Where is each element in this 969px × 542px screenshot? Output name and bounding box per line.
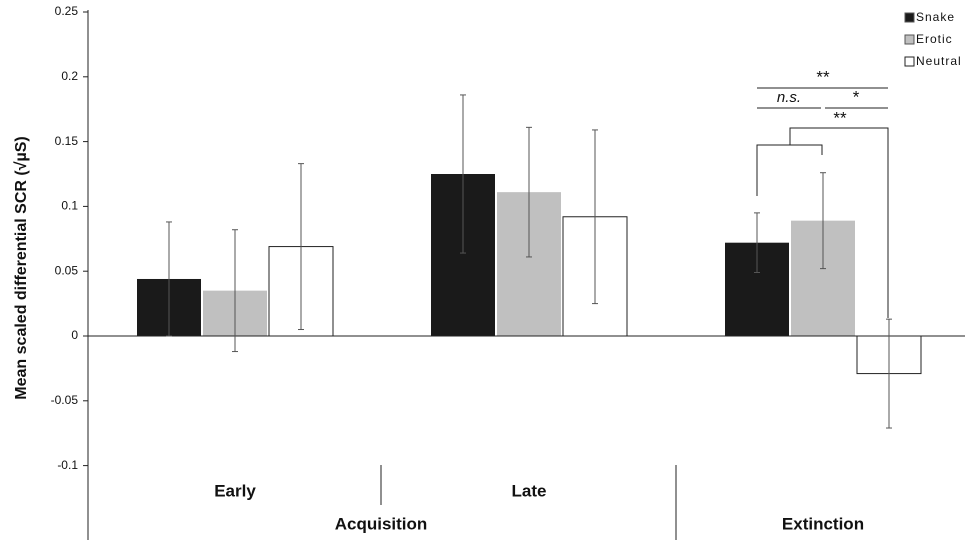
x-tick-label: Early <box>214 481 256 500</box>
phase-label: Acquisition <box>335 514 428 533</box>
y-tick-label: 0 <box>71 328 78 342</box>
annotation: n.s. <box>777 89 801 106</box>
legend-swatch <box>904 12 915 23</box>
legend-label: Neutral <box>916 54 962 68</box>
annotation: ** <box>816 67 830 86</box>
y-tick-label: 0.05 <box>55 263 79 277</box>
legend-label: Snake <box>916 10 955 24</box>
bracket <box>789 127 889 318</box>
y-tick-label: 0.15 <box>55 134 79 148</box>
legend-swatch <box>904 34 915 45</box>
legend-swatch <box>904 56 915 67</box>
y-tick-label: -0.1 <box>57 458 78 472</box>
y-tick-label: 0.1 <box>61 199 78 213</box>
y-tick-label: 0.25 <box>55 4 79 18</box>
legend-label: Erotic <box>916 32 953 46</box>
annotation: ** <box>833 108 847 127</box>
phase-label: Extinction <box>782 514 864 533</box>
x-tick-label: Late <box>512 481 547 500</box>
y-tick-label: 0.2 <box>61 69 78 83</box>
bracket <box>756 144 823 196</box>
y-tick-label: -0.05 <box>51 393 79 407</box>
y-axis-label: Mean scaled differential SCR (√µS) <box>13 136 30 399</box>
annotation: * <box>853 87 860 106</box>
